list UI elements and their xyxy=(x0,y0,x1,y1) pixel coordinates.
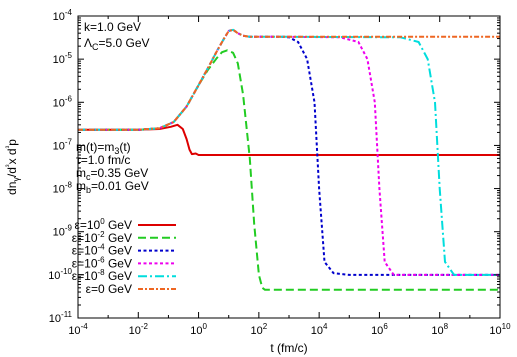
legend-label-3: ε=10-4 GeV xyxy=(72,243,132,258)
x-tick-label: 1010 xyxy=(489,322,511,337)
legend-label-5: ε=10-8 GeV xyxy=(72,268,132,283)
x-axis-label: t (fm/c) xyxy=(270,341,307,355)
x-tick-label: 10-2 xyxy=(129,322,149,337)
x-tick-label: 108 xyxy=(431,322,448,337)
annotation-tau: τ=1.0 fm/c xyxy=(76,153,130,167)
y-tick-label: 10-8 xyxy=(53,181,73,196)
annotation-mb: mb=0.01 GeV xyxy=(76,179,149,195)
y-tick-label: 10-9 xyxy=(53,224,73,239)
legend-label-2: ε=10-2 GeV xyxy=(72,230,132,245)
x-tick-label: 10-4 xyxy=(68,322,88,337)
x-tick-label: 102 xyxy=(251,322,268,337)
x-tick-label: 104 xyxy=(311,322,328,337)
legend-label-4: ε=10-6 GeV xyxy=(72,255,132,270)
legend-label-1: ε=100 GeV xyxy=(74,217,132,232)
y-tick-label: 10-11 xyxy=(49,310,73,325)
annotation-mass-model: m(t)=m3(t) xyxy=(76,140,131,156)
ticks-layer: 10-4 10-2 100 102 104 106 108 1010 10-11 10-10 10-… xyxy=(48,8,511,337)
y-tick-label: 10-6 xyxy=(53,94,73,109)
legend-label-6: ε=0 GeV xyxy=(86,282,132,296)
series-line-6 xyxy=(78,28,500,131)
annotation-lambda: ΛC=5.0 GeV xyxy=(84,36,150,52)
y-axis-label: dnγ/d³x d³p xyxy=(4,139,21,195)
y-axis-label-text: dnγ/d³x d³p xyxy=(4,139,21,195)
y-tick-label: 10-4 xyxy=(53,8,73,23)
series-layer xyxy=(78,28,500,291)
annotation-mc: mc=0.35 GeV xyxy=(76,166,148,182)
y-tick-label: 10-5 xyxy=(53,51,73,66)
x-tick-label: 100 xyxy=(190,322,207,337)
y-tick-label: 10-10 xyxy=(48,267,72,282)
annotation-k: k=1.0 GeV xyxy=(84,20,141,34)
x-tick-label: 106 xyxy=(371,322,388,337)
y-tick-label: 10-7 xyxy=(53,137,73,152)
